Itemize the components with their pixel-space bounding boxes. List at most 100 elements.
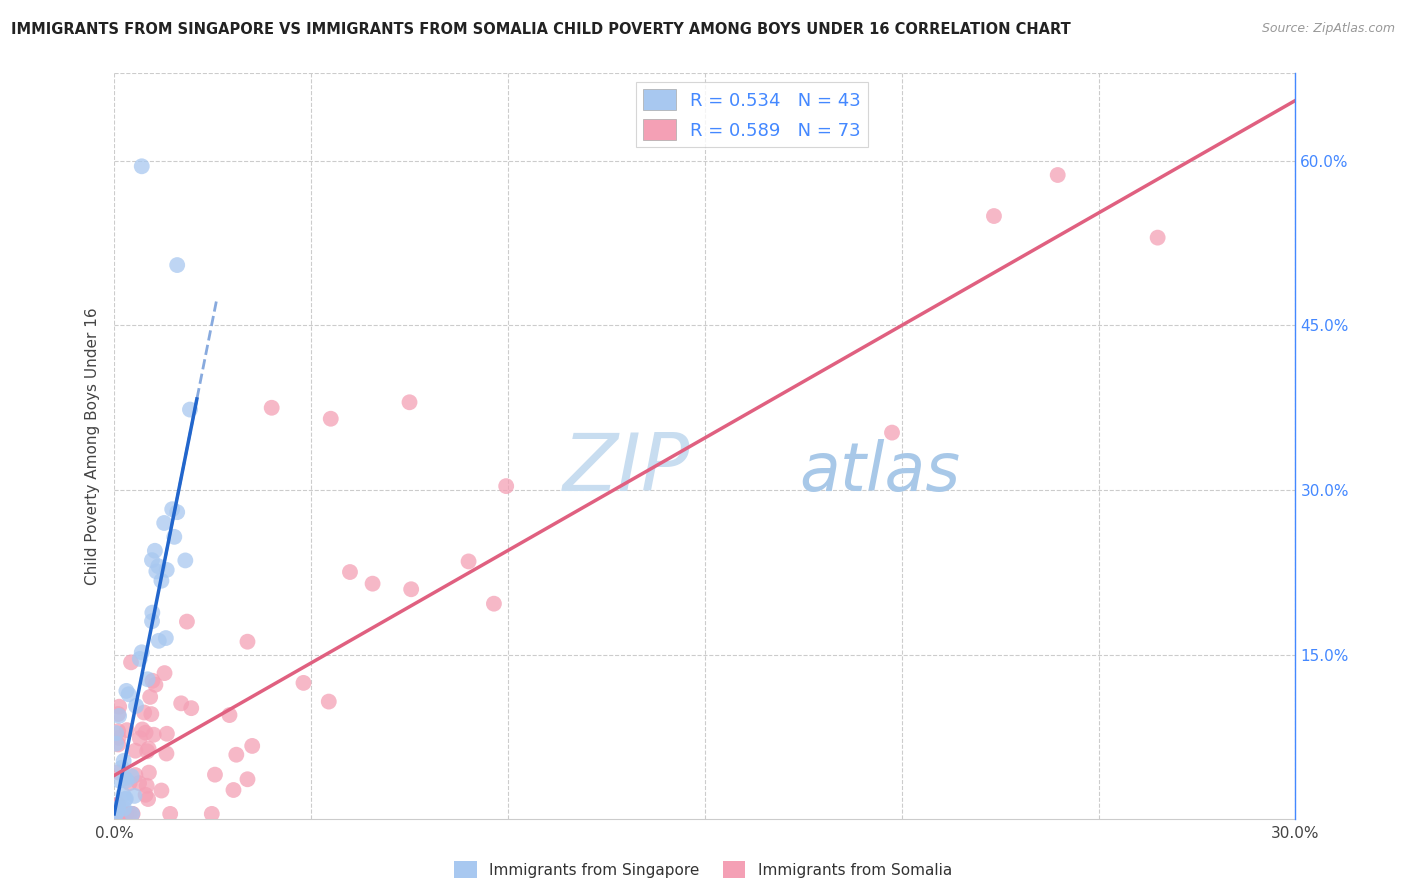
Point bbox=[174, 553, 197, 567]
Point bbox=[131, 645, 153, 659]
Point bbox=[117, 687, 139, 701]
Point bbox=[107, 724, 129, 739]
Text: ZIP: ZIP bbox=[562, 430, 690, 508]
Point bbox=[1146, 230, 1168, 244]
Point bbox=[107, 797, 129, 812]
Point bbox=[125, 698, 148, 713]
Point bbox=[121, 806, 143, 821]
Text: IMMIGRANTS FROM SINGAPORE VS IMMIGRANTS FROM SOMALIA CHILD POVERTY AMONG BOYS UN: IMMIGRANTS FROM SINGAPORE VS IMMIGRANTS … bbox=[11, 22, 1071, 37]
Point bbox=[107, 806, 129, 821]
Point bbox=[136, 673, 159, 687]
Point bbox=[145, 565, 167, 579]
Point bbox=[107, 798, 129, 813]
Point bbox=[204, 767, 226, 781]
Point bbox=[983, 209, 1005, 223]
Point bbox=[107, 706, 129, 721]
Point bbox=[141, 673, 163, 688]
Point bbox=[135, 788, 157, 802]
Point bbox=[128, 731, 150, 746]
Point bbox=[148, 633, 170, 648]
Point bbox=[128, 776, 150, 790]
Point bbox=[134, 706, 156, 720]
Point bbox=[399, 582, 422, 597]
Point bbox=[141, 707, 163, 722]
Point bbox=[108, 709, 131, 723]
Point bbox=[141, 614, 163, 628]
Point bbox=[156, 563, 179, 577]
Point bbox=[457, 554, 479, 568]
Point bbox=[292, 676, 315, 690]
Point bbox=[155, 747, 177, 761]
Point bbox=[176, 615, 198, 629]
Point bbox=[318, 695, 340, 709]
Point bbox=[222, 783, 245, 797]
Point bbox=[131, 723, 153, 737]
Point bbox=[179, 402, 201, 417]
Point bbox=[111, 761, 134, 775]
Point bbox=[115, 723, 138, 738]
Y-axis label: Child Poverty Among Boys Under 16: Child Poverty Among Boys Under 16 bbox=[86, 308, 100, 585]
Point bbox=[128, 652, 150, 666]
Point bbox=[155, 631, 177, 645]
Point bbox=[105, 737, 128, 751]
Point bbox=[153, 516, 176, 530]
Text: atlas: atlas bbox=[800, 439, 960, 505]
Point bbox=[236, 634, 259, 648]
Point bbox=[107, 801, 129, 815]
Point bbox=[115, 684, 138, 698]
Point bbox=[118, 776, 141, 790]
Legend: Immigrants from Singapore, Immigrants from Somalia: Immigrants from Singapore, Immigrants fr… bbox=[449, 855, 957, 884]
Point bbox=[150, 574, 173, 588]
Point bbox=[112, 801, 135, 815]
Point bbox=[105, 726, 128, 740]
Point bbox=[111, 806, 134, 821]
Point bbox=[260, 401, 283, 415]
Point bbox=[141, 553, 163, 567]
Point bbox=[124, 768, 146, 782]
Point bbox=[160, 502, 183, 516]
Point bbox=[114, 806, 136, 821]
Point bbox=[141, 606, 163, 620]
Point bbox=[163, 530, 186, 544]
Point bbox=[361, 576, 384, 591]
Point bbox=[114, 792, 136, 806]
Point bbox=[170, 697, 193, 711]
Point bbox=[115, 791, 138, 805]
Point bbox=[136, 744, 159, 758]
Point bbox=[105, 806, 128, 821]
Point bbox=[201, 806, 224, 821]
Point bbox=[107, 738, 129, 752]
Point bbox=[159, 806, 181, 821]
Point bbox=[142, 728, 165, 742]
Point bbox=[218, 708, 240, 723]
Point bbox=[319, 411, 342, 425]
Point bbox=[107, 765, 129, 780]
Point bbox=[240, 739, 263, 753]
Point bbox=[143, 543, 166, 558]
Point bbox=[180, 701, 202, 715]
Point bbox=[398, 395, 420, 409]
Point bbox=[124, 789, 146, 803]
Point bbox=[153, 666, 176, 681]
Point bbox=[145, 678, 167, 692]
Point bbox=[148, 559, 170, 574]
Point bbox=[339, 565, 361, 579]
Point bbox=[107, 801, 129, 815]
Point bbox=[166, 258, 188, 272]
Point bbox=[166, 505, 188, 519]
Point bbox=[120, 656, 142, 670]
Point bbox=[138, 765, 160, 780]
Point bbox=[121, 769, 143, 783]
Point bbox=[115, 806, 138, 821]
Point bbox=[482, 597, 505, 611]
Point bbox=[495, 479, 517, 493]
Point bbox=[114, 772, 136, 786]
Point bbox=[150, 783, 173, 797]
Point bbox=[108, 806, 131, 821]
Point bbox=[121, 806, 143, 821]
Point bbox=[108, 773, 131, 788]
Point bbox=[880, 425, 903, 440]
Point bbox=[112, 754, 135, 768]
Point bbox=[136, 792, 159, 806]
Point bbox=[225, 747, 247, 762]
